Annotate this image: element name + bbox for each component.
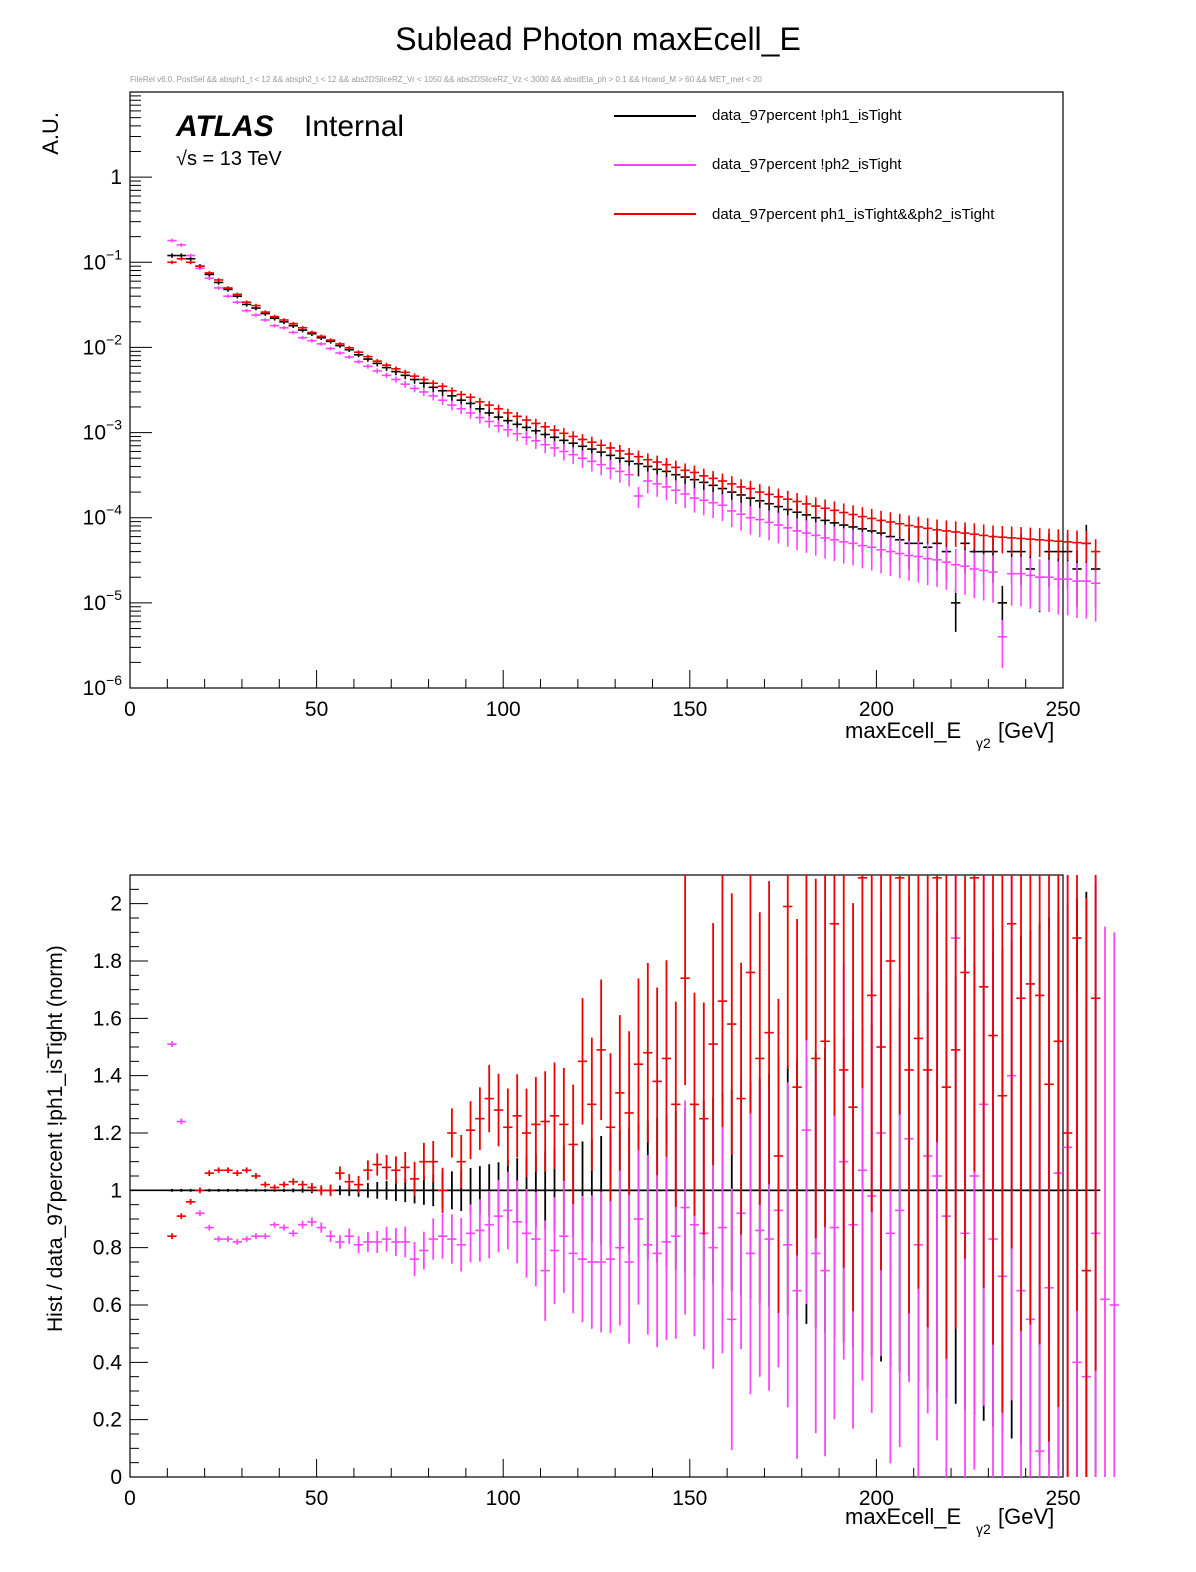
bottom-x-label-unit: [GeV] — [998, 1504, 1054, 1529]
top-x-axis-label: maxEcell_E γ2 [GeV] — [845, 718, 1054, 751]
bottom-x-tick-label: 0 — [124, 1487, 136, 1510]
bottom-y-tick-label: 0.8 — [93, 1237, 122, 1260]
top-y-tick-label: 1 — [110, 166, 122, 189]
top-y-tick-label: 10−4 — [83, 502, 123, 530]
legend-label-magenta: data_97percent !ph2_isTight — [712, 156, 902, 173]
top-x-tick-label: 250 — [1045, 698, 1080, 721]
energy-label: √s = 13 TeV — [176, 148, 282, 170]
atlas-label: ATLAS — [175, 110, 274, 143]
top-y-axis: 1 10−1 10−2 10−3 10−4 10−5 10−6 — [83, 95, 152, 700]
top-y-tick-label: 10−2 — [83, 331, 123, 359]
top-series-group — [167, 238, 1101, 669]
selection-cut-string: FileRel v6.0. PostSel && absph1_t < 12 &… — [130, 75, 762, 84]
bottom-x-tick-label: 150 — [672, 1487, 707, 1510]
top-plot-frame — [129, 91, 1064, 689]
top-series-black — [167, 253, 1101, 636]
top-y-tick-label: 10−6 — [83, 672, 123, 700]
internal-label: Internal — [304, 110, 404, 143]
bottom-y-tick-label: 0.2 — [93, 1409, 122, 1432]
bottom-x-axis-label: maxEcell_E γ2 [GeV] — [845, 1504, 1054, 1537]
bottom-y-tick-label: 1 — [110, 1179, 122, 1202]
top-x-label-unit: [GeV] — [998, 718, 1054, 743]
legend-label-black: data_97percent !ph1_isTight — [712, 107, 902, 124]
top-y-axis-label: A.U. — [38, 112, 63, 155]
bottom-x-axis: 0 50 100 150 200 250 — [124, 1459, 1081, 1510]
top-y-tick-label: 10−1 — [83, 246, 123, 274]
bottom-y-tick-label: 0 — [110, 1466, 122, 1489]
bottom-y-axis: 0 0.2 0.4 0.6 0.8 1 1.2 1.4 1.6 1.8 2 — [93, 874, 148, 1489]
figure-title: Sublead Photon maxEcell_E — [395, 21, 801, 57]
top-x-tick-label: 50 — [305, 698, 328, 721]
top-y-tick-label: 10−5 — [83, 587, 123, 615]
bottom-series-magenta — [167, 875, 1119, 1477]
top-y-tick-label: 10−3 — [83, 417, 123, 445]
top-x-label-main: maxEcell_E — [845, 718, 961, 743]
bottom-x-tick-label: 50 — [305, 1487, 328, 1510]
top-x-label-sub: γ2 — [976, 735, 991, 751]
bottom-x-label-main: maxEcell_E — [845, 1504, 961, 1529]
bottom-y-tick-label: 1.8 — [93, 950, 122, 973]
bottom-series-black — [167, 885, 1101, 1477]
top-x-axis: 0 50 100 150 200 250 — [124, 670, 1081, 721]
bottom-y-tick-label: 0.6 — [93, 1294, 122, 1317]
top-x-tick-label: 150 — [672, 698, 707, 721]
bottom-panel: 0 0.2 0.4 0.6 0.8 1 1.2 1.4 1.6 1.8 2 0 50 100 150 200… — [44, 874, 1119, 1537]
bottom-y-tick-label: 2 — [110, 893, 122, 916]
top-series-magenta — [167, 238, 1101, 669]
bottom-y-tick-label: 1.4 — [93, 1065, 123, 1088]
top-x-tick-label: 100 — [486, 698, 521, 721]
top-x-tick-label: 0 — [124, 698, 136, 721]
bottom-y-tick-label: 1.2 — [93, 1122, 122, 1145]
bottom-x-tick-label: 250 — [1045, 1487, 1080, 1510]
top-panel: 1 10−1 10−2 10−3 10−4 10−5 10−6 0 50 100 150 200 25… — [38, 91, 1101, 751]
bottom-y-axis-label: Hist / data_97percent !ph1_isTight (norm… — [44, 945, 67, 1332]
bottom-y-tick-label: 1.6 — [93, 1007, 122, 1030]
bottom-series-red — [167, 875, 1101, 1477]
legend: data_97percent !ph1_isTight data_97perce… — [614, 107, 995, 223]
top-series-red — [167, 256, 1101, 571]
top-x-tick-label: 200 — [859, 698, 894, 721]
bottom-y-tick-label: 0.4 — [93, 1351, 123, 1374]
bottom-series-group — [167, 875, 1119, 1477]
bottom-x-label-sub: γ2 — [976, 1521, 991, 1537]
legend-label-red: data_97percent ph1_isTight&&ph2_isTight — [712, 206, 995, 223]
bottom-x-tick-label: 100 — [486, 1487, 521, 1510]
bottom-x-tick-label: 200 — [859, 1487, 894, 1510]
bottom-plot-frame — [129, 874, 1064, 1478]
